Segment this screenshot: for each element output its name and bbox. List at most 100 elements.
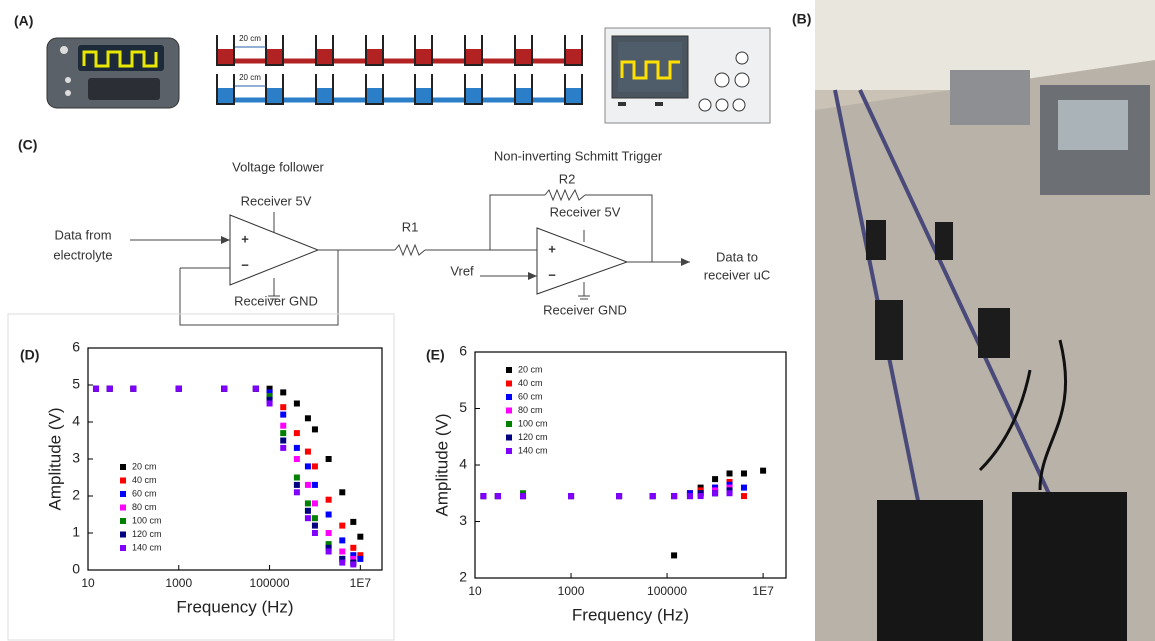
legend-label: 120 cm xyxy=(132,529,162,539)
data-point xyxy=(350,518,357,525)
panel-label: (D) xyxy=(20,347,39,363)
beaker-liquid xyxy=(366,88,383,104)
data-point xyxy=(339,555,346,562)
data-point xyxy=(130,385,137,392)
data-point xyxy=(311,522,318,529)
data-point xyxy=(293,489,300,496)
circuit-label: Receiver GND xyxy=(543,302,627,317)
data-point xyxy=(350,555,357,562)
electrolyte-tubes: 20 cm 20 cm xyxy=(216,34,583,105)
opamp-sign: + xyxy=(241,231,249,246)
beaker xyxy=(564,35,583,66)
y-tick-label: 4 xyxy=(459,456,467,472)
y-tick-label: 2 xyxy=(459,569,467,585)
beaker xyxy=(464,35,483,66)
x-tick-label: 100000 xyxy=(647,584,687,598)
beaker xyxy=(315,74,334,105)
beaker xyxy=(265,35,284,66)
circuit-label: receiver uC xyxy=(704,267,770,282)
circuit-label: Receiver 5V xyxy=(241,193,312,208)
x-tick-label: 10 xyxy=(468,584,482,598)
legend-swatch xyxy=(120,518,126,524)
data-point xyxy=(520,493,527,500)
data-point xyxy=(325,544,332,551)
data-point xyxy=(740,493,747,500)
data-point xyxy=(280,411,287,418)
opamp-sign: + xyxy=(548,241,556,256)
data-point xyxy=(339,559,346,566)
data-point xyxy=(697,493,704,500)
x-tick-label: 1000 xyxy=(558,584,585,598)
data-point xyxy=(325,511,332,518)
legend-swatch xyxy=(120,504,126,511)
data-point xyxy=(280,430,287,437)
circuit-label: Receiver GND xyxy=(234,293,318,308)
data-point xyxy=(726,470,733,477)
data-point xyxy=(280,437,287,444)
legend-label: 40 cm xyxy=(132,475,157,485)
data-point xyxy=(760,467,767,474)
legend-label: 60 cm xyxy=(132,488,157,498)
data-point xyxy=(339,489,346,496)
panel-label: (C) xyxy=(18,137,37,153)
beaker-liquid xyxy=(366,49,383,65)
panel-label: (E) xyxy=(426,347,445,363)
data-point xyxy=(740,470,747,477)
data-point xyxy=(311,515,318,522)
data-point xyxy=(649,493,656,500)
beaker xyxy=(414,74,433,105)
beaker xyxy=(216,35,235,66)
legend-label: 100 cm xyxy=(518,418,548,428)
beaker-liquid xyxy=(266,49,283,65)
data-point xyxy=(357,552,364,559)
data-point xyxy=(266,400,273,407)
legend-swatch xyxy=(120,545,126,551)
data-point xyxy=(280,444,287,451)
x-axis-label: Frequency (Hz) xyxy=(176,597,293,616)
beaker xyxy=(414,35,433,66)
y-tick-label: 6 xyxy=(72,339,80,355)
beaker xyxy=(216,74,235,105)
legend-swatch xyxy=(506,407,512,414)
data-point xyxy=(494,493,501,500)
data-point xyxy=(357,533,364,540)
data-point xyxy=(252,385,259,392)
data-point xyxy=(92,385,99,392)
data-point xyxy=(311,426,318,433)
data-point xyxy=(325,548,332,555)
beaker-liquid xyxy=(217,88,234,104)
beaker-liquid xyxy=(415,88,432,104)
legend-swatch xyxy=(506,367,512,373)
y-tick-label: 0 xyxy=(72,561,80,577)
legend-label: 120 cm xyxy=(518,432,548,442)
signal-generator xyxy=(46,37,180,109)
data-point xyxy=(266,396,273,403)
opamp-sign: − xyxy=(241,257,249,272)
x-tick-label: 1000 xyxy=(165,576,192,590)
data-point xyxy=(304,448,311,455)
data-point xyxy=(304,500,311,507)
beaker-liquid xyxy=(565,49,582,65)
y-tick-label: 2 xyxy=(72,487,80,503)
y-tick-label: 3 xyxy=(72,450,80,466)
legend-label: 20 cm xyxy=(132,461,157,471)
data-point xyxy=(350,552,357,559)
beaker xyxy=(315,35,334,66)
x-tick-label: 10 xyxy=(81,576,95,590)
data-point xyxy=(671,552,678,559)
data-point xyxy=(266,389,273,396)
data-point xyxy=(350,544,357,551)
circuit-label: R1 xyxy=(402,219,419,234)
data-point xyxy=(280,389,287,396)
data-point xyxy=(266,393,273,400)
y-tick-label: 5 xyxy=(72,376,80,392)
data-point xyxy=(357,555,364,562)
beaker xyxy=(514,35,533,66)
data-point xyxy=(311,481,318,488)
data-point xyxy=(339,522,346,529)
oscilloscope xyxy=(604,27,771,124)
beaker xyxy=(464,74,483,105)
data-point xyxy=(568,493,575,500)
data-point xyxy=(339,548,346,555)
legend-label: 80 cm xyxy=(518,405,543,415)
